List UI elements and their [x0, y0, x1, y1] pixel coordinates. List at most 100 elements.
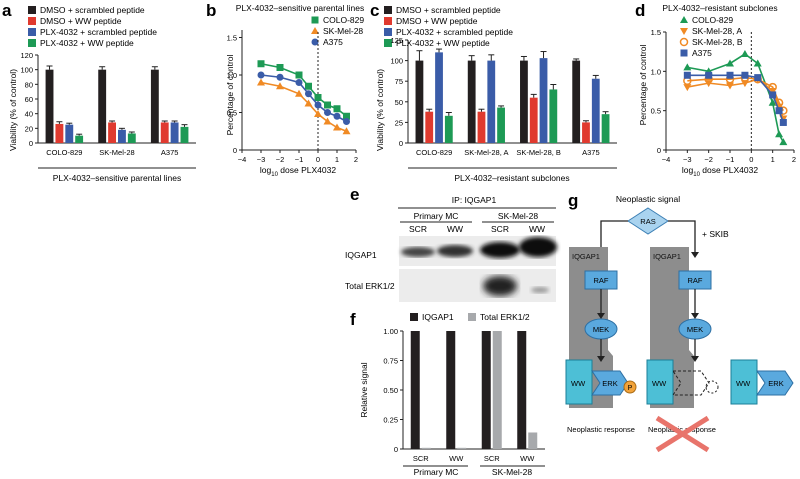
y-tick-label: 25	[395, 118, 403, 127]
x-tick-label: 2	[354, 155, 358, 164]
legend-swatch-1	[384, 17, 392, 25]
legend-marker-0	[680, 16, 688, 23]
panel-b-xlabel: log10 dose PLX4032	[260, 165, 336, 178]
y-tick-label: 1.00	[383, 327, 398, 336]
bar	[410, 331, 420, 449]
x-tick-label: −4	[662, 155, 671, 164]
x-tick-label: SCR	[413, 454, 429, 463]
neoplastic-response-right: Neoplastic response	[648, 425, 716, 434]
y-tick-label: 0.50	[383, 386, 398, 395]
data-point	[324, 101, 331, 109]
x-tick-label: COLO-829	[416, 148, 452, 157]
data-point	[295, 71, 303, 79]
blot-band-iqgap1-4	[519, 237, 557, 257]
bar	[108, 122, 116, 143]
legend-swatch-0	[28, 6, 36, 14]
mek-erk-arrowhead-right	[691, 356, 699, 362]
y-tick-label: 50	[395, 98, 403, 107]
x-tick-label: SK-Mel-28, A	[464, 148, 508, 157]
panel-f-ylabel: Relative signal	[359, 362, 369, 417]
legend-label-1: SK-Mel-28	[323, 26, 363, 36]
panel-d-xlabel: log10 dose PLX4032	[682, 165, 758, 178]
data-point	[304, 99, 313, 107]
data-point	[705, 71, 713, 79]
bar	[180, 126, 189, 143]
legend-swatch-1	[468, 313, 476, 321]
data-point	[754, 74, 762, 82]
mek-label-right: MEK	[687, 325, 703, 334]
blot-band-iqgap1-3	[480, 242, 520, 258]
legend-label-0: COLO-829	[323, 15, 364, 25]
blot-erk	[399, 269, 556, 302]
legend-swatch-0	[410, 313, 418, 321]
bar	[421, 447, 431, 449]
erk-node-free	[756, 370, 794, 396]
mek-erk-arrowhead-left	[597, 356, 605, 362]
bar	[98, 69, 107, 143]
panel-e-group-primary: Primary MC	[414, 211, 459, 221]
y-tick-label: 100	[390, 57, 403, 66]
bar	[467, 60, 476, 143]
panel-e: e IP: IQGAP1 Primary MC SK-Mel-28 SCR WW…	[345, 185, 557, 302]
data-point	[779, 118, 787, 126]
data-point	[683, 84, 692, 92]
data-point	[775, 107, 783, 115]
data-point	[257, 71, 265, 79]
ww-domain-right	[646, 359, 674, 405]
phospho-empty-slot	[705, 380, 719, 394]
y-tick-label: 20	[25, 124, 33, 133]
legend-label-0: DMSO + scrambled peptide	[396, 5, 501, 15]
panel-g-letter: g	[568, 191, 578, 210]
x-tick-label: 1	[771, 155, 775, 164]
legend-label-1: SK-Mel-28, A	[692, 26, 742, 36]
data-point	[333, 105, 341, 113]
phospho-label: P	[628, 385, 633, 392]
panel-f-group-skmel: SK-Mel-28	[492, 467, 532, 477]
bar	[446, 331, 456, 449]
erk-node-left	[591, 370, 629, 396]
y-tick-label: 60	[25, 95, 33, 104]
bar	[520, 60, 528, 143]
legend-label-3: PLX-4032 + WW peptide	[40, 38, 134, 48]
panel-c-plot: 0 25 50 75 100 125 COLO-829 SK-Mel-28, A SK-Mel-…	[390, 36, 617, 157]
y-tick-label: 0	[399, 139, 403, 148]
bar	[528, 432, 538, 449]
x-tick-label: COLO-829	[46, 148, 82, 157]
y-tick-label: 0.75	[383, 357, 398, 366]
ww-label-left: WW	[571, 379, 586, 388]
data-point	[740, 50, 749, 58]
series-line	[687, 74, 785, 123]
legend-label-2: PLX-4032 + scrambled peptide	[396, 27, 513, 37]
ww-domain-left	[565, 359, 593, 405]
y-tick-label: 1.5	[227, 34, 237, 43]
y-tick-label: 40	[25, 110, 33, 119]
bar	[55, 123, 64, 143]
bar	[517, 331, 527, 449]
legend-label-3: A375	[692, 48, 712, 58]
ras-arrow-right	[668, 220, 696, 252]
panel-e-lane-2: WW	[447, 224, 463, 234]
data-point	[683, 63, 692, 71]
response-cross-2	[655, 415, 710, 453]
panel-e-ip-label: IP: IQGAP1	[452, 195, 497, 205]
erk-label-left: ERK	[602, 379, 617, 388]
bar	[492, 331, 502, 449]
y-tick-label: 0.25	[383, 416, 398, 425]
bar	[435, 52, 443, 143]
data-point	[333, 112, 341, 120]
bar	[160, 122, 169, 143]
y-tick-label: 0.5	[227, 109, 237, 118]
data-point	[314, 101, 322, 109]
raf-label-right: RAF	[688, 276, 703, 285]
data-point	[769, 91, 777, 99]
panel-e-lane-4: WW	[529, 224, 545, 234]
bar	[601, 114, 610, 143]
ras-node	[627, 207, 669, 235]
panel-f-group-primary: Primary MC	[414, 467, 459, 477]
legend-label-2: A375	[323, 37, 343, 47]
data-point	[314, 94, 322, 101]
x-tick-label: −2	[704, 155, 713, 164]
y-tick-label: 0	[394, 445, 398, 454]
bar	[65, 124, 74, 143]
